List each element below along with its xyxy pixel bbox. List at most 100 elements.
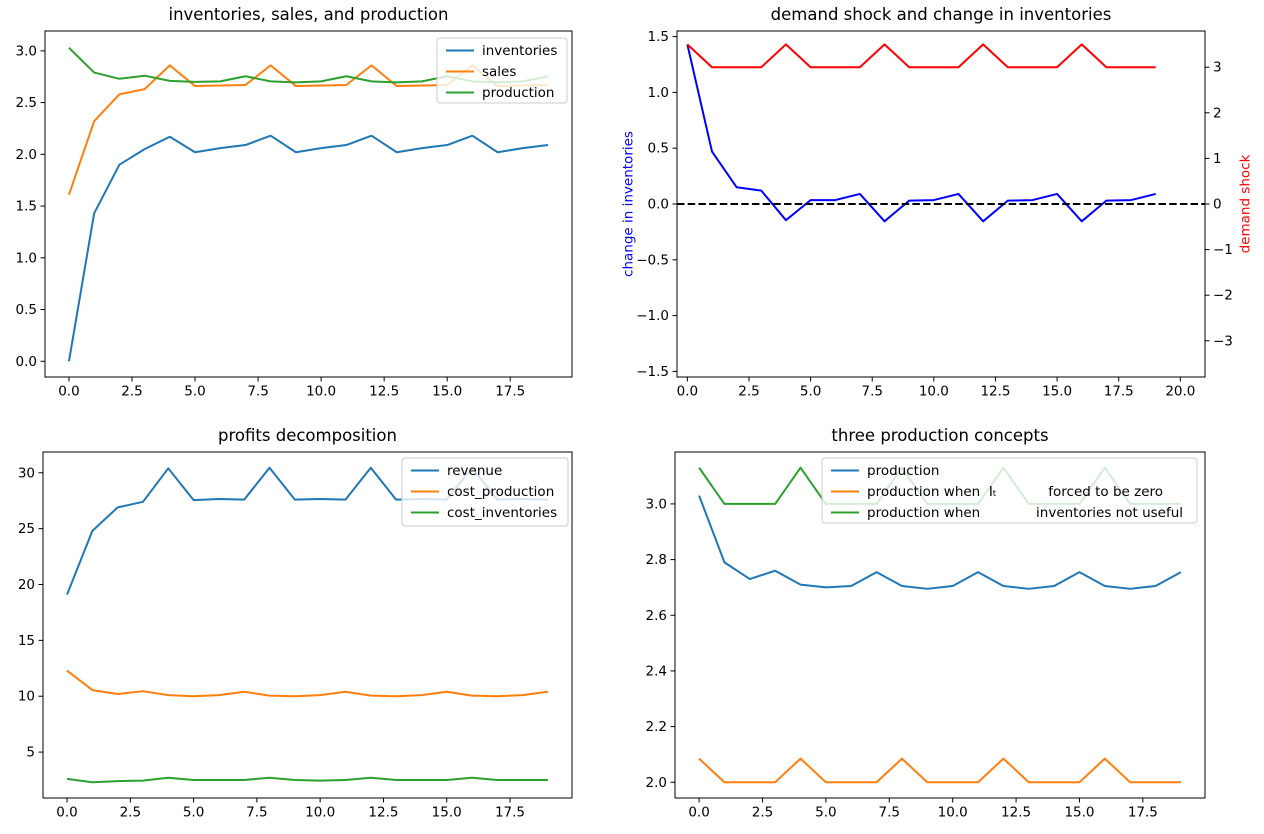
legend-frame bbox=[401, 457, 569, 527]
legend: production production when Iₜ forced to b… bbox=[821, 457, 1198, 524]
y-tick-label: 3.0 bbox=[16, 43, 37, 59]
y-tick-label: 0.5 bbox=[16, 302, 37, 318]
x-tick-label: 17.5 bbox=[1128, 805, 1158, 821]
legend-entry-inventories: inventories bbox=[446, 43, 557, 59]
series-line-change-in-inventories bbox=[686, 44, 1156, 223]
y-tick-label: 30 bbox=[18, 465, 35, 481]
y-tick-label: −1.0 bbox=[636, 308, 669, 324]
x-tick-label: 2.5 bbox=[752, 805, 773, 821]
y2-tick-label: −1 bbox=[1213, 242, 1233, 258]
x-tick-label: 20.0 bbox=[1165, 384, 1195, 400]
y2-tick-label: −2 bbox=[1213, 288, 1233, 304]
x-tick-label: 15.0 bbox=[1042, 384, 1072, 400]
x-tick-label: 7.5 bbox=[246, 805, 267, 821]
legend-entry-production: production bbox=[831, 463, 940, 479]
y2-tick-label: 1 bbox=[1213, 151, 1222, 167]
legend-label: revenue bbox=[447, 463, 502, 479]
y2-tick-label: 2 bbox=[1213, 105, 1222, 121]
series-line-cost-production bbox=[66, 669, 549, 698]
x-tick-label: 5.0 bbox=[184, 384, 205, 400]
legend-label: production bbox=[867, 463, 940, 479]
y-axis-label-left: change in inventories bbox=[621, 131, 637, 277]
x-tick-label: 5.0 bbox=[815, 805, 836, 821]
legend: revenue cost_production cost_inventories bbox=[401, 457, 569, 527]
y-tick-label: 2.6 bbox=[646, 608, 667, 624]
legend-label: production when Iₜ forced to be zero bbox=[867, 484, 1163, 500]
y-tick-label: 2.4 bbox=[646, 663, 667, 679]
legend-entry-production-when-i-forced-to-be-zero: production when Iₜ forced to be zero bbox=[831, 484, 1163, 500]
legend-label: production when inventories not useful bbox=[867, 505, 1183, 521]
axes-spines bbox=[42, 451, 573, 799]
x-tick-label: 17.5 bbox=[495, 384, 525, 400]
y-tick-label: 1.5 bbox=[16, 199, 37, 215]
y-tick-label: 10 bbox=[18, 689, 35, 705]
y-tick-label: 15 bbox=[18, 633, 35, 649]
y2-tick-label: −3 bbox=[1213, 333, 1233, 349]
x-tick-label: 15.0 bbox=[1064, 805, 1094, 821]
x-tick-label: 12.5 bbox=[1001, 805, 1031, 821]
y2-tick-label: 0 bbox=[1213, 197, 1222, 213]
y-tick-label: 1.0 bbox=[16, 250, 37, 266]
legend-label: cost_production bbox=[447, 484, 554, 500]
series-line-production-when-i-forced-to-be-zero bbox=[698, 757, 1181, 784]
x-tick-label: 10.0 bbox=[306, 384, 336, 400]
y-tick-label: 3.0 bbox=[646, 496, 667, 512]
x-tick-label: 7.5 bbox=[879, 805, 900, 821]
x-tick-label: 5.0 bbox=[800, 384, 821, 400]
legend-entry-cost-inventories: cost_inventories bbox=[411, 505, 557, 521]
x-tick-label: 10.0 bbox=[938, 805, 968, 821]
x-tick-label: 15.0 bbox=[432, 384, 462, 400]
chart-title-inventories-sales-production: inventories, sales, and production bbox=[168, 5, 449, 24]
legend-label: sales bbox=[482, 64, 516, 80]
legend: inventories sales production bbox=[436, 37, 568, 104]
x-tick-label: 7.5 bbox=[861, 384, 882, 400]
legend-entry-cost-production: cost_production bbox=[411, 484, 554, 500]
y-tick-label: 2.0 bbox=[646, 775, 667, 791]
subplot-three-production-concepts: 0.0 2.5 5.0 7.5 10.0 12.5 15.0 17.5 2.0 2.2 2.4 2.6… bbox=[646, 451, 1206, 821]
legend-frame bbox=[821, 457, 1198, 524]
subplot-inventories-sales-and-production: 0.0 2.5 5.0 7.5 10.0 12.5 15.0 17.5 0.0 0.5 1.0 1.5… bbox=[16, 30, 573, 400]
x-tick-label: 0.0 bbox=[58, 384, 79, 400]
series-line-production bbox=[698, 495, 1182, 590]
y-tick-label: 0.0 bbox=[16, 354, 37, 370]
y-tick-label: 25 bbox=[18, 521, 35, 537]
x-tick-label: 12.5 bbox=[368, 805, 398, 821]
x-tick-label: 5.0 bbox=[183, 805, 204, 821]
y-tick-label: 2.2 bbox=[646, 719, 667, 735]
legend-entry-revenue: revenue bbox=[411, 463, 502, 479]
legend-entry-sales: sales bbox=[446, 64, 516, 80]
x-tick-label: 12.5 bbox=[980, 384, 1010, 400]
y-tick-label: 20 bbox=[18, 577, 35, 593]
series-line-demand-shock bbox=[686, 43, 1156, 69]
axes-spines bbox=[44, 30, 573, 378]
legend-label: inventories bbox=[482, 43, 557, 59]
x-tick-label: 2.5 bbox=[738, 384, 759, 400]
x-tick-label: 2.5 bbox=[120, 805, 141, 821]
y-tick-label: −1.5 bbox=[636, 364, 669, 380]
x-tick-label: 7.5 bbox=[247, 384, 268, 400]
x-tick-label: 0.0 bbox=[688, 805, 709, 821]
chart-title-three-production-concepts: three production concepts bbox=[831, 426, 1049, 445]
axes-spines bbox=[674, 451, 1206, 799]
legend-frame bbox=[436, 37, 568, 104]
x-tick-label: 0.0 bbox=[677, 384, 698, 400]
subplot-profits-decomposition: 0.0 2.5 5.0 7.5 10.0 12.5 15.0 17.5 5 10 15 20 25 30 r… bbox=[18, 451, 573, 821]
subplot-demand-shock-and-change-in-inventories: 0.0 2.5 5.0 7.5 10.0 12.5 15.0 17.5 20.0−1.5−1.0… bbox=[621, 29, 1254, 399]
x-tick-label: 10.0 bbox=[305, 805, 335, 821]
x-tick-label: 17.5 bbox=[1104, 384, 1134, 400]
series-line-cost-inventories bbox=[66, 776, 548, 784]
chart-title-profits-decomposition: profits decomposition bbox=[218, 426, 397, 445]
y-axis-label-right: demand shock bbox=[1238, 154, 1254, 253]
y-tick-label: 2.5 bbox=[16, 95, 37, 111]
legend-label: cost_inventories bbox=[447, 505, 557, 521]
legend-entry-production-when-inventories-not-useful: production when inventories not useful bbox=[831, 505, 1183, 521]
x-tick-label: 12.5 bbox=[369, 384, 399, 400]
x-tick-label: 10.0 bbox=[919, 384, 949, 400]
y-tick-label: 2.0 bbox=[16, 147, 37, 163]
series-line-inventories bbox=[67, 134, 549, 362]
x-tick-label: 0.0 bbox=[56, 805, 77, 821]
legend-label: production bbox=[482, 85, 555, 101]
y-tick-label: 0.0 bbox=[648, 197, 669, 213]
y-tick-label: 1.5 bbox=[648, 29, 669, 45]
